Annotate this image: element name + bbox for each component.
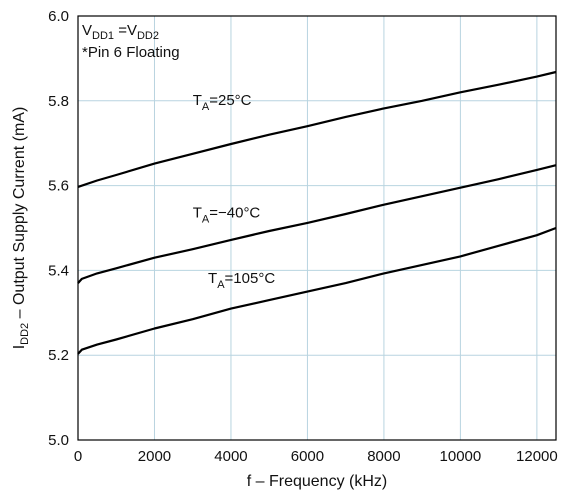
y-axis-label-rest: – Output Supply Current (mA) [11, 107, 28, 323]
note-sub2: DD2 [137, 30, 159, 42]
series-group: TA=25°CTA=−40°CTA=105°C [77, 70, 557, 355]
annotations: VDD1 =VDD2 *Pin 6 Floating [82, 22, 180, 61]
series-label: TA=−40°C [193, 204, 261, 225]
note-pin6-floating: *Pin 6 Floating [82, 44, 180, 61]
x-tick-label: 12000 [516, 448, 558, 465]
x-tick-label: 2000 [138, 448, 171, 465]
y-tick-label: 6.0 [48, 8, 69, 25]
series-line [77, 226, 557, 355]
series-label-sub: A [202, 213, 210, 225]
tick-labels: 0 2000 4000 6000 8000 10000 12000 5.0 5.2 5.4 5.6 5… [48, 8, 558, 465]
y-tick-label: 5.0 [48, 432, 69, 449]
note-v1: V [82, 22, 92, 39]
y-tick-label: 5.4 [48, 262, 69, 279]
series-label-rest: =25°C [209, 92, 251, 109]
grid [78, 16, 556, 440]
y-tick-label: 5.8 [48, 93, 69, 110]
note-sub1: DD1 [92, 30, 114, 42]
series-label-rest: =105°C [225, 270, 276, 287]
note-eq: =V [114, 22, 137, 39]
y-axis-label-main: I [11, 345, 28, 349]
series-label-main: T [193, 92, 202, 109]
series-label-rest: =−40°C [209, 204, 260, 221]
series-label: TA=25°C [193, 92, 252, 113]
x-tick-label: 10000 [440, 448, 482, 465]
x-axis-label: f – Frequency (kHz) [247, 473, 387, 490]
series-label-sub: A [202, 101, 210, 113]
note-supply-relation: VDD1 =VDD2 [82, 22, 159, 42]
series-line [77, 70, 557, 188]
series-label-sub: A [217, 279, 225, 291]
y-axis-label: IDD2 – Output Supply Current (mA) [11, 107, 31, 350]
plot-frame [77, 15, 557, 441]
y-tick-label: 5.2 [48, 347, 69, 364]
x-tick-label: 4000 [214, 448, 247, 465]
x-tick-label: 6000 [291, 448, 324, 465]
x-tick-label: 0 [74, 448, 82, 465]
x-tick-label: 8000 [367, 448, 400, 465]
series-label-main: T [208, 270, 217, 287]
series-line [77, 164, 557, 284]
y-axis-label-sub: DD2 [19, 323, 31, 345]
series-label-main: T [193, 204, 202, 221]
series-label: TA=105°C [208, 270, 275, 291]
y-tick-label: 5.6 [48, 178, 69, 195]
